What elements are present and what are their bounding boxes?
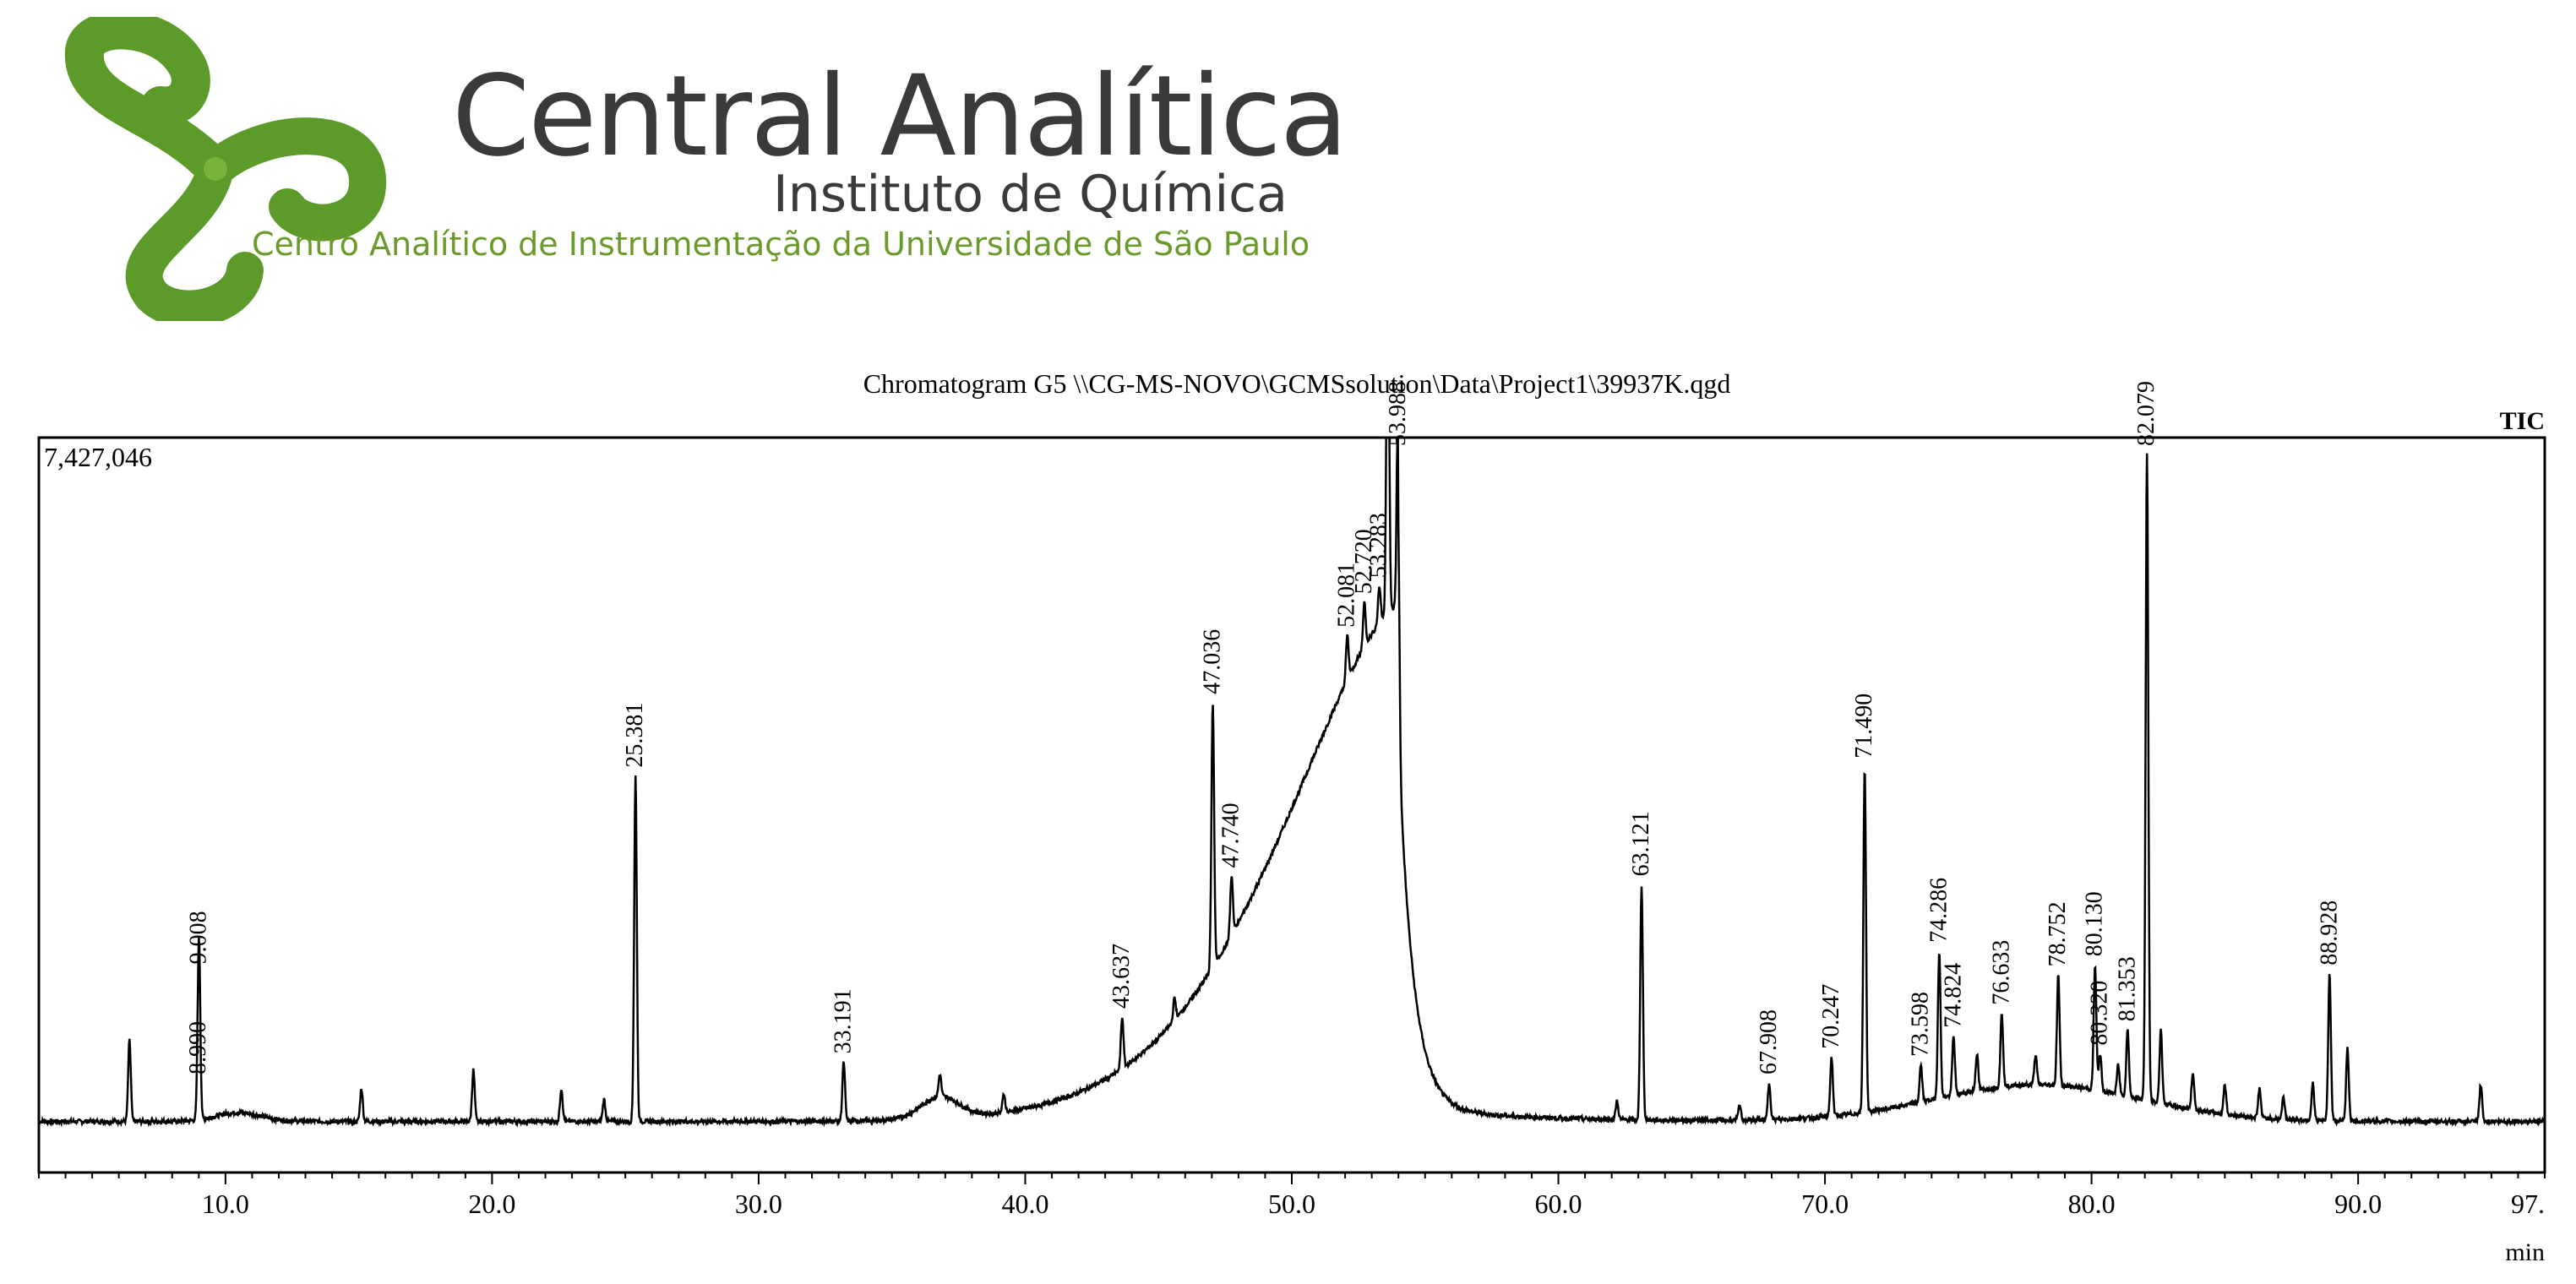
- peak-label: 82.079: [2133, 381, 2159, 446]
- x-tick-label: 50.0: [1268, 1189, 1315, 1219]
- peak-label: 80.320: [2087, 981, 2113, 1046]
- x-tick-label: 20.0: [468, 1189, 515, 1219]
- x-tick-label: 97.: [2511, 1189, 2545, 1219]
- peak-label: 88.928: [2316, 900, 2342, 966]
- peak-label: 47.740: [1218, 802, 1244, 868]
- central-analitica-logo: [64, 17, 386, 321]
- x-axis-unit-label: min: [2505, 1238, 2545, 1266]
- x-tick-label: 80.0: [2068, 1189, 2116, 1219]
- logo-swirl-top: [64, 17, 235, 188]
- brand-tagline: Centro Analítico de Instrumentação da Un…: [252, 226, 1310, 263]
- peak-label: 76.633: [1988, 940, 2014, 1005]
- peak-label: 70.247: [1818, 984, 1844, 1049]
- peak-label: 78.752: [2045, 901, 2071, 966]
- x-tick-label: 70.0: [1801, 1189, 1849, 1219]
- peak-label: 9.008: [186, 911, 212, 964]
- peak-label: 81.353: [2114, 956, 2140, 1021]
- peak-label: 8.990: [185, 1021, 211, 1075]
- peak-label: 52.720: [1351, 529, 1377, 594]
- peak-label: 47.036: [1199, 629, 1225, 694]
- peak-label: 67.908: [1756, 1009, 1782, 1075]
- brand-institute: Instituto de Química: [773, 165, 1288, 224]
- x-tick-label: 60.0: [1535, 1189, 1582, 1219]
- logo-center-icon: [204, 157, 227, 181]
- chart-title: Chromatogram G5 \\CG-MS-NOVO\GCMSsolutio…: [863, 368, 1731, 399]
- peak-label: 80.130: [2082, 891, 2108, 956]
- peak-label: 53.283: [1366, 513, 1392, 578]
- brand-title: Central Analítica: [452, 52, 1348, 182]
- peak-label: 74.286: [1925, 878, 1952, 943]
- peak-label: 33.191: [831, 988, 857, 1053]
- peak-label: 63.121: [1628, 811, 1654, 876]
- logo-swirl-right: [197, 117, 386, 242]
- peak-label: 53.988: [1385, 381, 1411, 446]
- x-axis: 10.0 20.0 30.0 40.0 50.0 60.0 70.0 80.0 90.0 97.: [38, 1172, 2546, 1219]
- max-intensity-label: 7,427,046: [44, 442, 152, 472]
- logo-swirl-bottom: [125, 150, 264, 321]
- x-tick-label: 10.0: [202, 1189, 249, 1219]
- peak-label: 71.490: [1851, 694, 1877, 759]
- peak-labels: 8.990 9.008 25.381 33.191 43.637 47.036 47.740…: [185, 381, 2342, 1075]
- tic-trace-line: [38, 436, 2546, 1128]
- trace-label: TIC: [2500, 407, 2545, 435]
- peak-label: 25.381: [622, 703, 648, 768]
- peak-label: 52.081: [1334, 563, 1360, 628]
- peak-label: 43.637: [1108, 944, 1135, 1009]
- x-tick-label: 40.0: [1001, 1189, 1048, 1219]
- peak-label: 73.598: [1908, 992, 1934, 1057]
- peak-label: 74.824: [1940, 963, 1966, 1028]
- x-tick-label: 30.0: [735, 1189, 782, 1219]
- x-tick-label: 90.0: [2334, 1189, 2382, 1219]
